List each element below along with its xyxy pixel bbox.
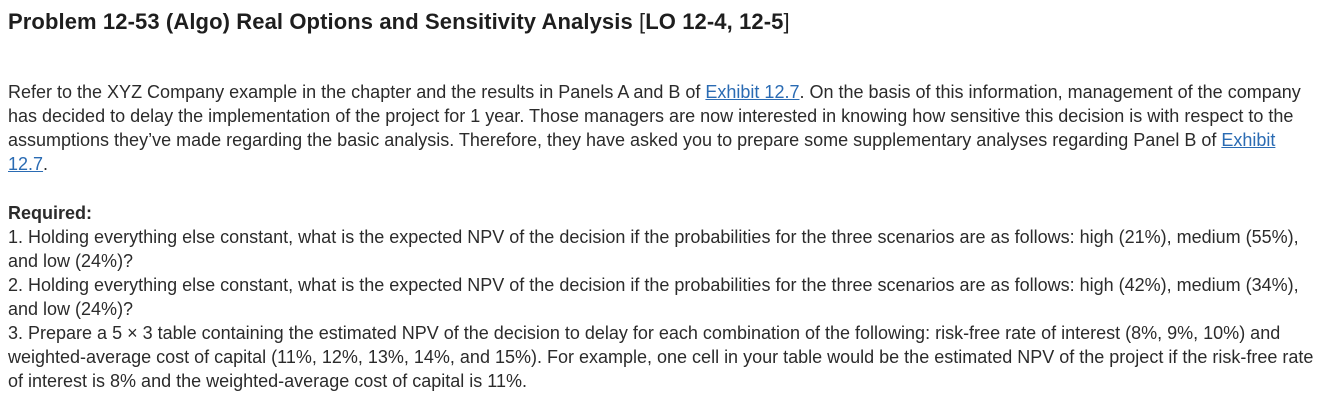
exhibit-link-1[interactable]: Exhibit 12.7 [705, 82, 800, 102]
learning-objectives: LO 12-4, 12-5 [645, 9, 784, 34]
intro-text-2: . On the basis of this information, mana… [8, 82, 1301, 150]
lo-bracket-close: ] [783, 9, 790, 34]
problem-title: Problem 12-53 (Algo) Real Options and Se… [8, 9, 790, 35]
intro-text-3: . [43, 154, 49, 174]
intro-paragraph: Refer to the XYZ Company example in the … [8, 80, 1318, 176]
required-label: Required: [8, 203, 93, 223]
required-section: Required: 1. Holding everything else con… [8, 201, 1318, 393]
intro-text-1: Refer to the XYZ Company example in the … [8, 82, 706, 102]
lo-bracket-open: [ [639, 9, 646, 34]
required-item-1: 1. Holding everything else constant, wha… [8, 227, 1299, 271]
required-item-3: 3. Prepare a 5 × 3 table containing the … [8, 323, 1314, 391]
exhibit-link-2[interactable]: Exhibit 12.7 [8, 130, 1276, 174]
required-item-2: 2. Holding everything else constant, wha… [8, 275, 1299, 319]
problem-title-text: Problem 12-53 (Algo) Real Options and Se… [8, 9, 640, 34]
